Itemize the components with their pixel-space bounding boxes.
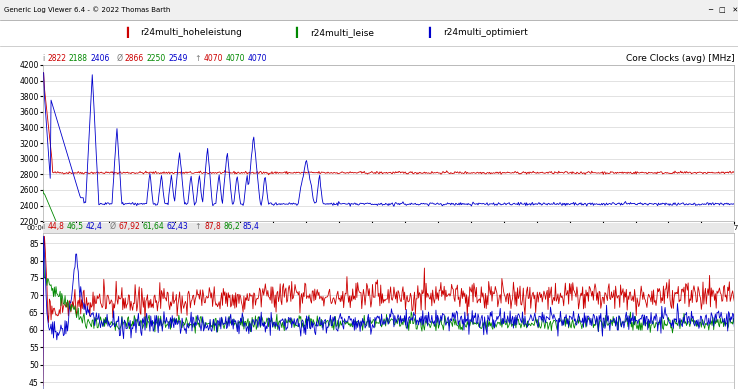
- Text: 4070: 4070: [225, 54, 245, 63]
- Text: ▎: ▎: [125, 27, 134, 39]
- Text: 2406: 2406: [90, 54, 109, 63]
- Text: ▎: ▎: [428, 27, 437, 39]
- Text: i: i: [43, 222, 47, 231]
- Text: ─   □   ✕: ─ □ ✕: [708, 7, 738, 13]
- Text: 44,8: 44,8: [47, 222, 64, 231]
- Text: r24multi_optimiert: r24multi_optimiert: [443, 28, 528, 37]
- Text: 61,64: 61,64: [142, 222, 164, 231]
- Text: 4070: 4070: [247, 54, 266, 63]
- Text: 2250: 2250: [147, 54, 166, 63]
- Text: 4070: 4070: [204, 54, 223, 63]
- Text: 46,5: 46,5: [66, 222, 83, 231]
- Text: 67,92: 67,92: [118, 222, 140, 231]
- Text: ▎: ▎: [295, 27, 304, 39]
- Text: Ø: Ø: [103, 222, 118, 231]
- Text: i: i: [43, 54, 47, 63]
- Text: CPU Sensor 0 [°C]: CPU Sensor 0 [°C]: [653, 222, 734, 231]
- Text: 2188: 2188: [69, 54, 88, 63]
- Text: Generic Log Viewer 6.4 - © 2022 Thomas Barth: Generic Log Viewer 6.4 - © 2022 Thomas B…: [4, 7, 170, 14]
- Text: r24multi_leise: r24multi_leise: [310, 28, 374, 37]
- Text: Ø: Ø: [109, 54, 125, 63]
- Text: 42,4: 42,4: [86, 222, 103, 231]
- Text: 2549: 2549: [168, 54, 187, 63]
- Text: 87,8: 87,8: [204, 222, 221, 231]
- Text: 85,4: 85,4: [242, 222, 259, 231]
- Text: ↑: ↑: [188, 222, 204, 231]
- Text: r24multi_hoheleistung: r24multi_hoheleistung: [140, 28, 242, 37]
- Text: 62,43: 62,43: [167, 222, 188, 231]
- Text: 2822: 2822: [47, 54, 66, 63]
- Text: ↑: ↑: [187, 54, 204, 63]
- Text: Core Clocks (avg) [MHz]: Core Clocks (avg) [MHz]: [626, 54, 734, 63]
- Text: 86,2: 86,2: [224, 222, 240, 231]
- X-axis label: Time: Time: [379, 233, 399, 242]
- Text: 2866: 2866: [125, 54, 144, 63]
